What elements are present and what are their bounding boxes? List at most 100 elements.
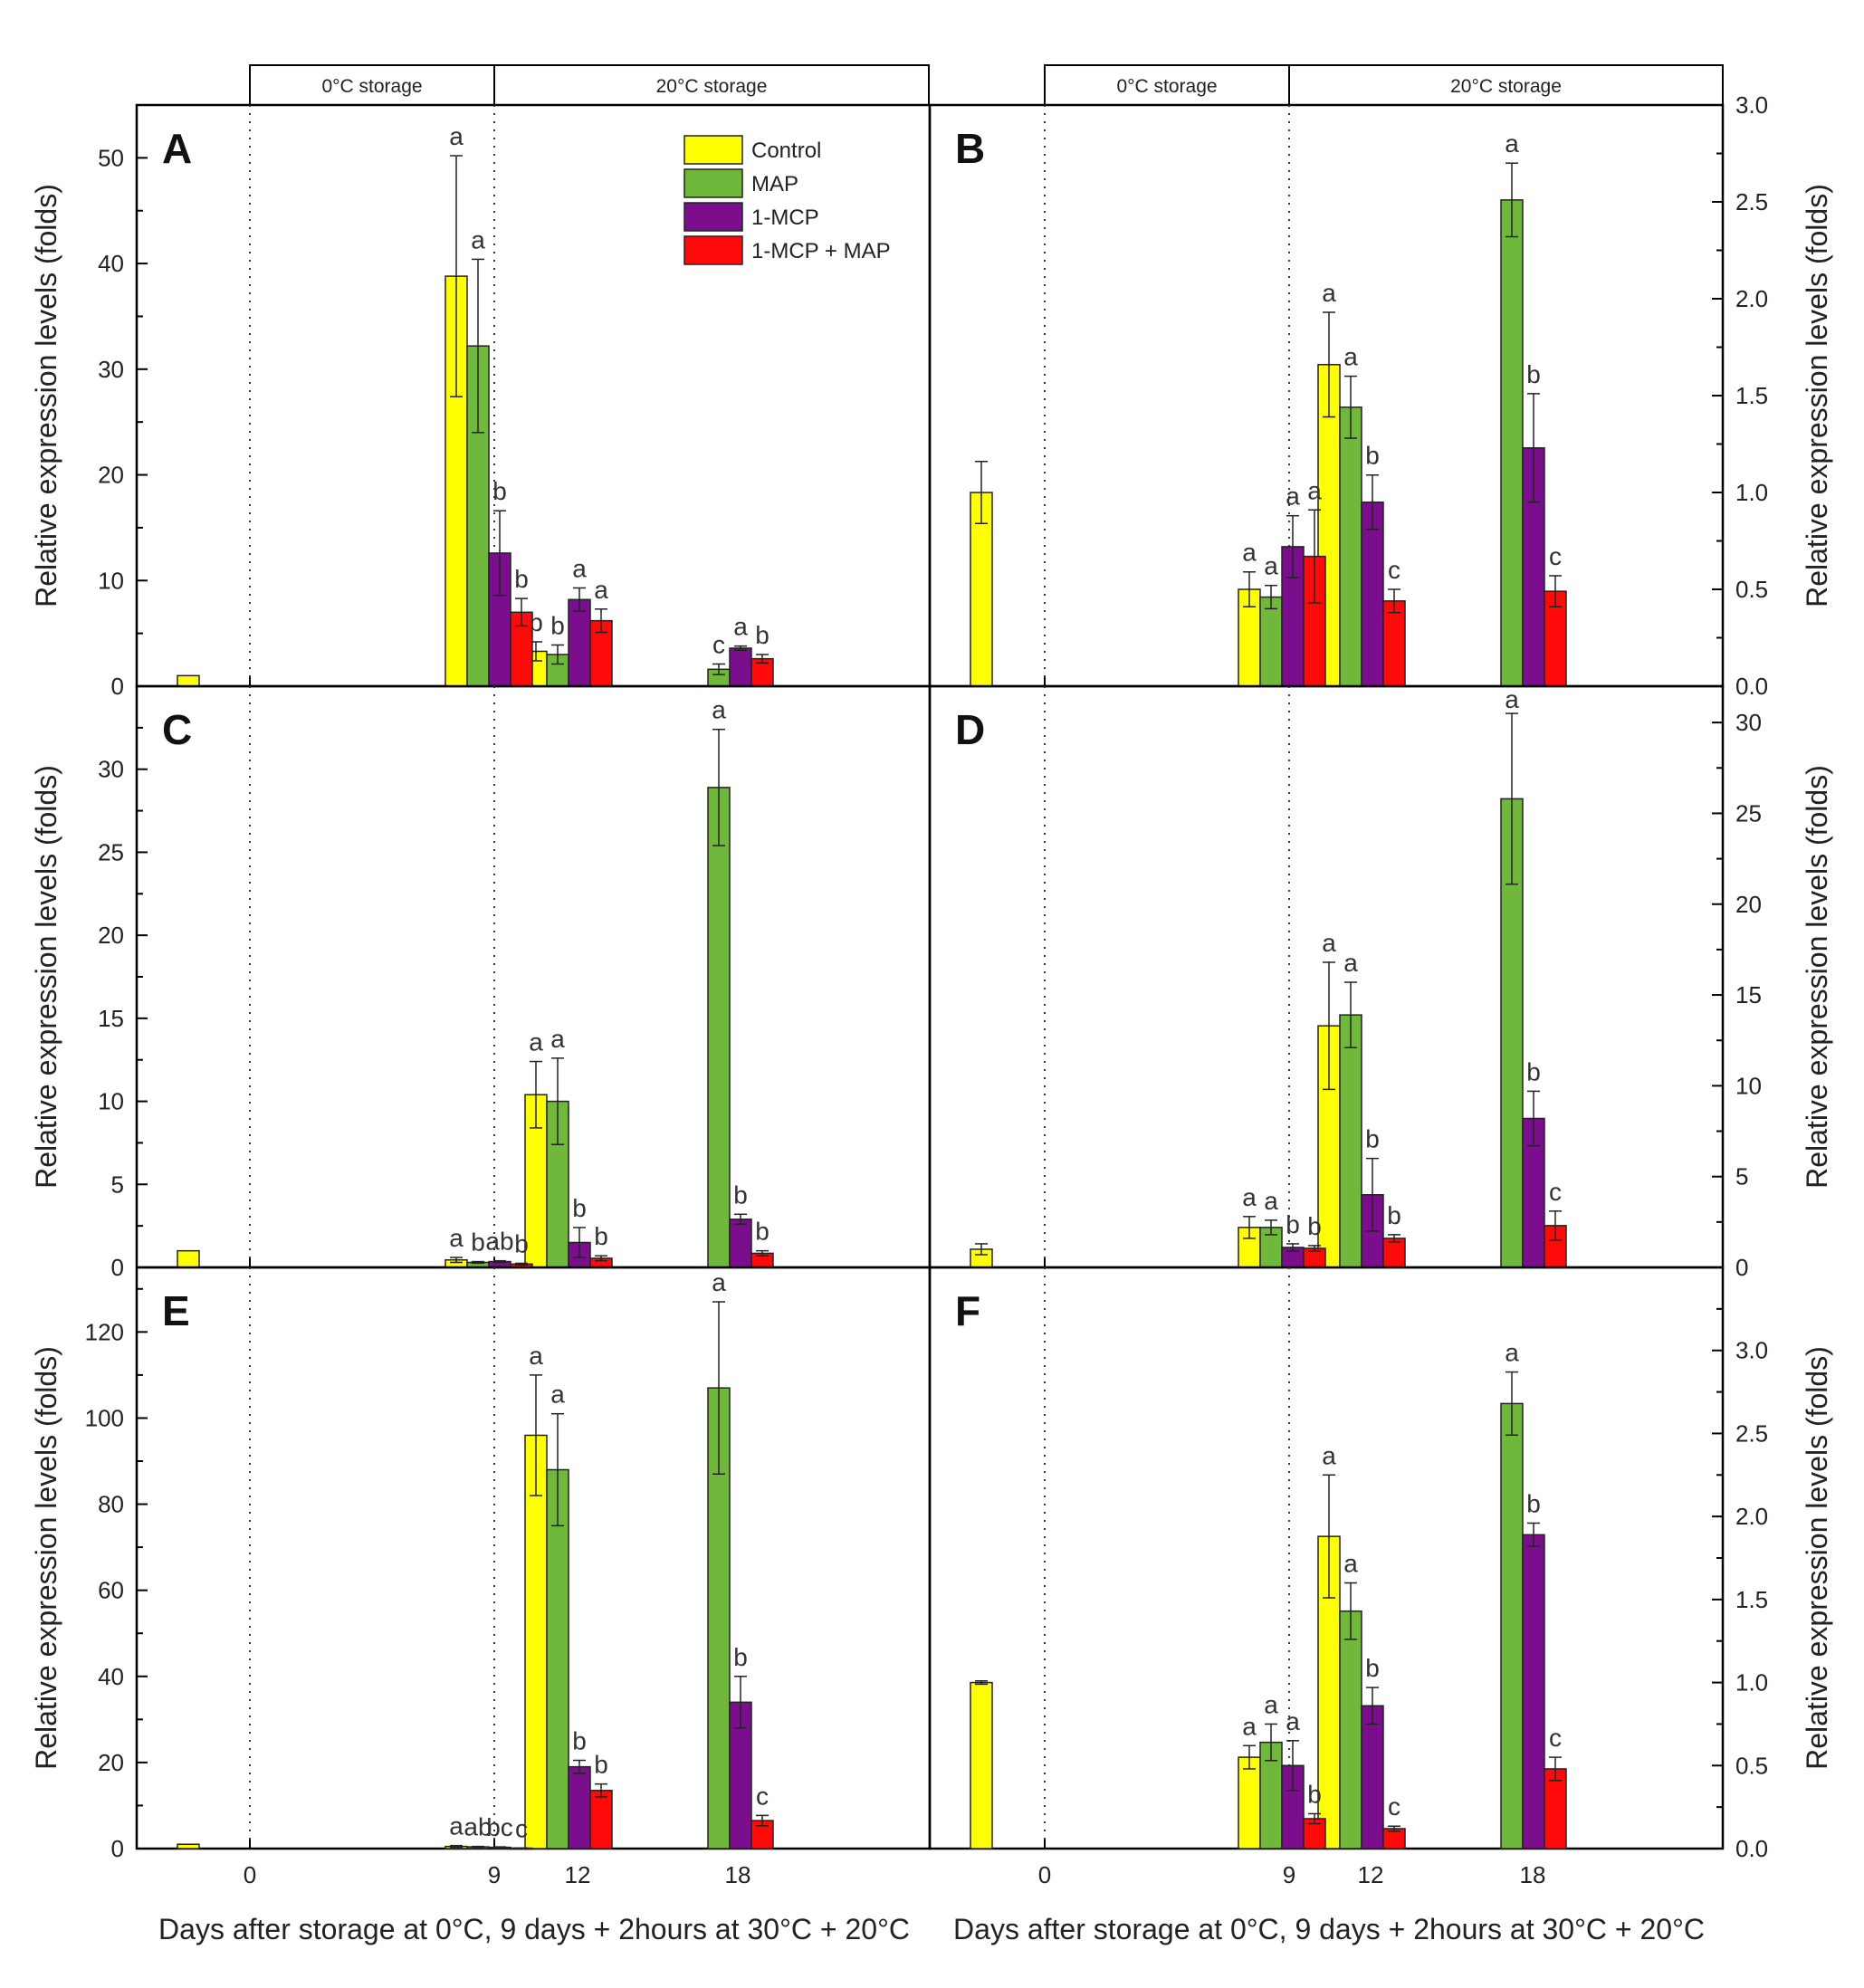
panel-D: 0 5 10 15 20 25 30 Relative expression levels (… — [928, 684, 1833, 1281]
y-tick-label: 2.0 — [1735, 285, 1768, 312]
bar — [729, 647, 752, 687]
significance-label: b — [1387, 1201, 1401, 1229]
panel-letter: D — [955, 706, 985, 753]
y-tick-label: 3.0 — [1735, 91, 1768, 119]
y-tick-label: 0 — [111, 673, 124, 700]
significance-label: b — [594, 1751, 608, 1779]
panel-A: 0 10 20 30 40 50 Relative expression levels (f… — [30, 103, 932, 700]
y-tick-label: 10 — [98, 567, 124, 594]
significance-label: b — [1365, 442, 1380, 470]
y-tick-label: 1.0 — [1735, 1669, 1768, 1696]
legend-label: 1-MCP — [751, 205, 819, 230]
y-tick-label: 20 — [98, 462, 124, 489]
significance-label: c — [712, 630, 725, 658]
y-tick-label: 10 — [98, 1088, 124, 1115]
legend-label: MAP — [751, 172, 798, 196]
y-tick-label: 2.5 — [1735, 1419, 1768, 1447]
panel-frame — [135, 103, 932, 688]
significance-label: c — [756, 1782, 769, 1810]
significance-label: b — [755, 621, 769, 649]
header-cold-label: 0°C storage — [321, 76, 422, 97]
bar — [1500, 1402, 1524, 1849]
y-tick-label: 25 — [1735, 799, 1762, 827]
y-axis-title: Relative expression levels (folds) — [30, 1346, 62, 1770]
y-tick-label: 1.5 — [1735, 382, 1768, 409]
y-tick-label: 120 — [85, 1318, 124, 1345]
significance-label: b — [572, 1727, 587, 1755]
x-tick-label: 12 — [565, 1861, 591, 1888]
significance-label: c — [515, 1814, 528, 1842]
significance-label: a — [733, 613, 748, 641]
significance-label: b — [1526, 1489, 1541, 1517]
significance-label: a — [1242, 1712, 1257, 1740]
y-tick-label: 1.5 — [1735, 1586, 1768, 1613]
significance-label: b — [471, 1228, 485, 1257]
significance-label: c — [1549, 1178, 1562, 1206]
significance-label: b — [514, 565, 529, 593]
y-tick-label: 0.5 — [1735, 576, 1768, 603]
panel-letter: B — [955, 125, 985, 172]
y-tick-label: 40 — [98, 250, 124, 277]
bar — [589, 1790, 613, 1849]
significance-label: a — [550, 1025, 565, 1053]
significance-label: a — [594, 576, 608, 604]
significance-label: a — [1242, 539, 1257, 567]
bar — [707, 787, 731, 1268]
y-tick-label: 15 — [98, 1005, 124, 1032]
y-tick-label: 0.0 — [1735, 1835, 1768, 1862]
significance-label: b — [594, 1222, 608, 1250]
x-tick-label: 9 — [1283, 1861, 1295, 1888]
y-axis-title: Relative expression levels (folds) — [30, 184, 62, 607]
y-tick-label: 100 — [85, 1404, 124, 1431]
significance-label: b — [1286, 1210, 1300, 1238]
significance-label: ab — [485, 1228, 513, 1256]
legend-swatch — [683, 135, 743, 165]
significance-label: a — [1505, 1339, 1519, 1367]
significance-label: a — [1286, 1707, 1300, 1735]
bar — [568, 1765, 591, 1849]
panel-letter: E — [162, 1287, 190, 1334]
y-tick-label: 1.0 — [1735, 479, 1768, 506]
significance-label: b — [1307, 1780, 1322, 1808]
significance-label: b — [755, 1218, 769, 1246]
y-tick-label: 20 — [98, 1749, 124, 1776]
x-tick-label: 0 — [244, 1861, 256, 1888]
legend-label: Control — [751, 139, 821, 163]
bar — [1522, 1534, 1545, 1849]
x-tick-label: 9 — [488, 1861, 501, 1888]
y-tick-label: 0 — [1735, 1254, 1748, 1281]
y-tick-label: 5 — [1735, 1163, 1748, 1190]
x-tick-label: 18 — [1520, 1861, 1546, 1888]
y-tick-label: 25 — [98, 838, 124, 865]
significance-label: c — [1388, 556, 1400, 584]
significance-label: c — [1388, 1792, 1400, 1821]
significance-label: a — [1343, 343, 1358, 371]
significance-label: ab — [464, 1813, 492, 1841]
bar — [177, 674, 200, 687]
significance-label: b — [733, 1180, 748, 1209]
panel-letter: A — [162, 125, 192, 172]
bar — [568, 598, 591, 687]
y-tick-label: 40 — [98, 1663, 124, 1690]
significance-label: b — [492, 477, 507, 505]
significance-label: a — [1322, 1441, 1336, 1469]
legend: Control MAP 1-MCP 1-MCP + MAP — [683, 135, 891, 265]
significance-label: b — [1526, 360, 1541, 388]
y-tick-label: 30 — [1735, 709, 1762, 736]
bar — [729, 1219, 752, 1268]
x-tick-label: 18 — [725, 1861, 751, 1888]
significance-label: a — [1343, 949, 1358, 977]
header-cold-label: 0°C storage — [1116, 76, 1217, 97]
y-tick-label: 30 — [98, 756, 124, 783]
bar — [1361, 1705, 1384, 1849]
significance-label: b — [514, 1229, 529, 1257]
y-tick-label: 5 — [111, 1171, 124, 1198]
significance-label: a — [1505, 129, 1519, 158]
significance-label: a — [1286, 483, 1300, 511]
legend-label: 1-MCP + MAP — [751, 239, 891, 263]
y-tick-label: 0.0 — [1735, 673, 1768, 700]
y-tick-label: 2.0 — [1735, 1503, 1768, 1530]
bar — [1339, 1014, 1362, 1268]
